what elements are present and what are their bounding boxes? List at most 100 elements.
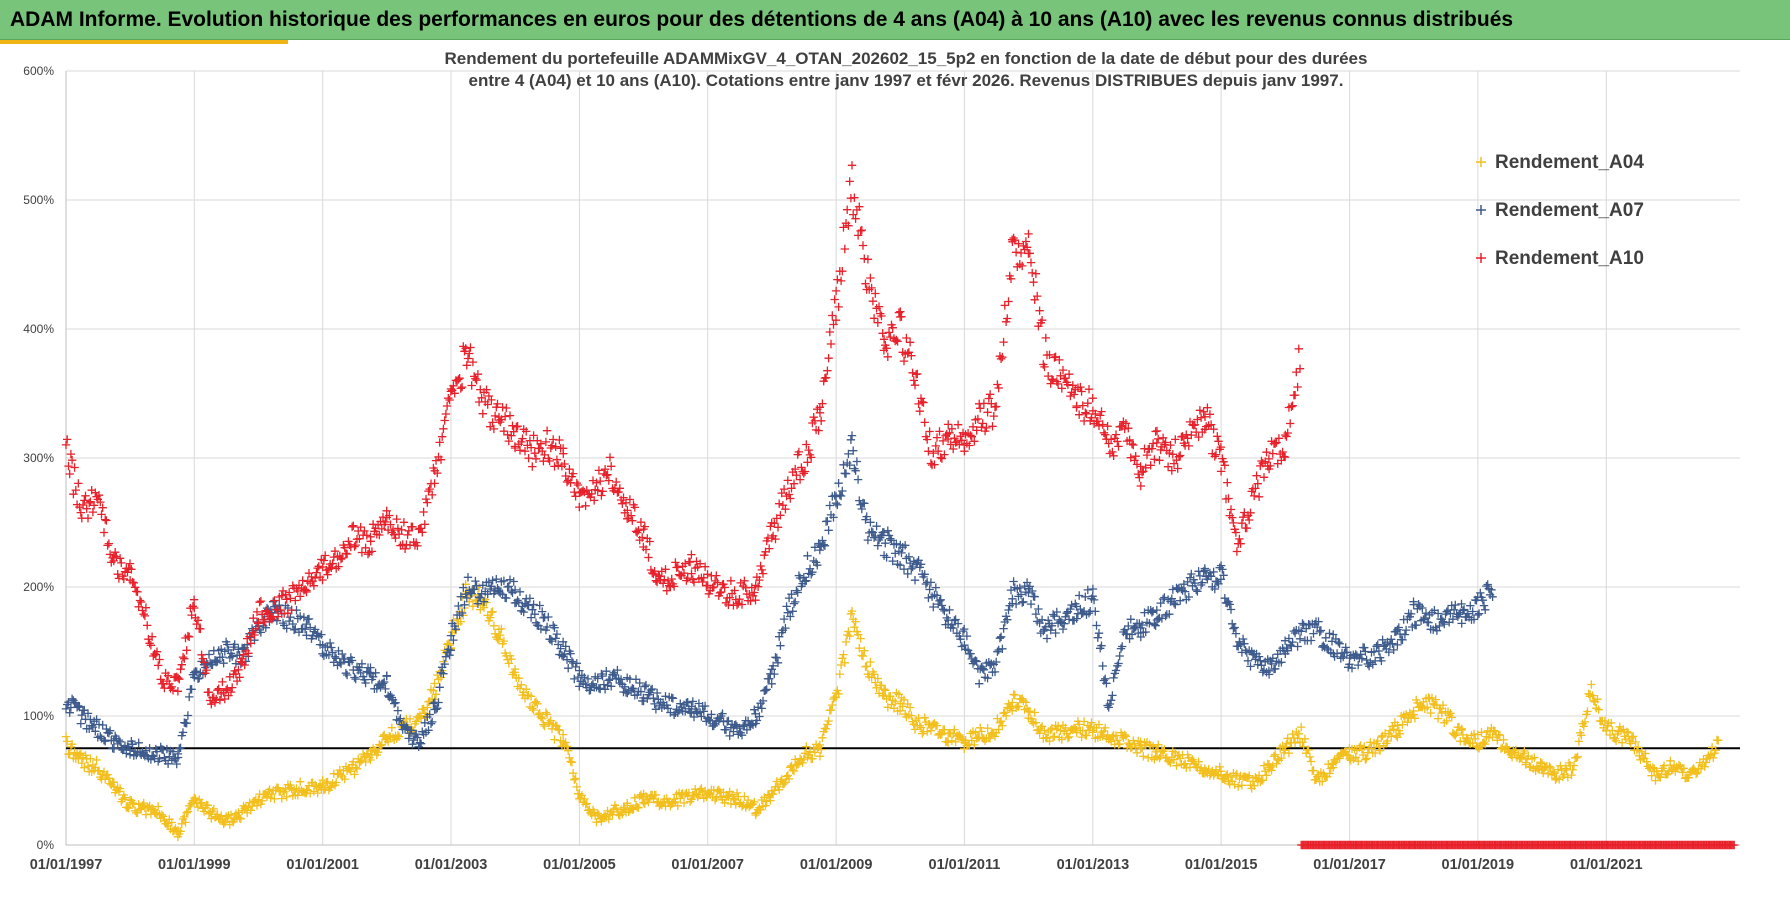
data-point-marker bbox=[1131, 622, 1140, 632]
data-point-marker bbox=[834, 479, 843, 488]
data-point-marker bbox=[345, 765, 354, 774]
data-point-marker bbox=[551, 634, 560, 643]
y-tick-label: 600% bbox=[23, 64, 54, 78]
data-point-marker bbox=[530, 610, 539, 619]
data-point-marker bbox=[157, 810, 167, 819]
data-point-marker bbox=[282, 792, 291, 802]
data-point-marker bbox=[381, 684, 390, 694]
data-point-marker bbox=[903, 569, 912, 579]
data-point-marker bbox=[288, 619, 297, 629]
data-point-marker bbox=[416, 739, 426, 748]
data-point-marker bbox=[393, 706, 403, 715]
y-tick-label: 0% bbox=[37, 838, 55, 852]
data-point-marker bbox=[1230, 623, 1239, 632]
data-point-marker bbox=[1061, 723, 1070, 733]
data-point-marker bbox=[955, 730, 964, 740]
data-point-marker bbox=[226, 810, 236, 819]
data-point-marker bbox=[1367, 744, 1376, 753]
data-point-marker bbox=[282, 624, 291, 633]
data-point-marker bbox=[514, 598, 523, 607]
data-point-marker bbox=[998, 721, 1007, 730]
data-point-marker bbox=[510, 585, 520, 595]
data-point-marker bbox=[847, 431, 857, 440]
data-point-marker bbox=[1137, 620, 1147, 630]
data-point-marker bbox=[649, 694, 658, 703]
data-point-marker bbox=[852, 457, 862, 466]
data-point-marker bbox=[558, 730, 568, 739]
header-bar: ADAM Informe. Evolution historique des p… bbox=[0, 0, 1790, 40]
data-point-marker bbox=[768, 661, 778, 670]
data-point-marker bbox=[883, 526, 892, 535]
data-point-marker bbox=[1009, 577, 1018, 586]
data-point-marker bbox=[1484, 733, 1494, 742]
data-point-marker bbox=[373, 748, 383, 757]
data-point-marker bbox=[824, 526, 833, 535]
data-point-marker bbox=[163, 759, 173, 768]
data-point-marker bbox=[1642, 757, 1651, 766]
data-point-marker bbox=[425, 710, 434, 719]
data-point-marker bbox=[496, 630, 505, 640]
data-point-marker bbox=[1058, 624, 1068, 634]
data-point-marker bbox=[699, 707, 708, 716]
data-point-marker bbox=[985, 660, 995, 670]
data-point-marker bbox=[199, 807, 209, 816]
data-point-marker bbox=[972, 657, 981, 666]
data-point-marker bbox=[1481, 739, 1490, 749]
data-point-marker bbox=[220, 818, 229, 827]
data-point-marker bbox=[929, 602, 938, 612]
data-point-marker bbox=[985, 734, 995, 743]
data-point-marker bbox=[633, 802, 642, 812]
data-point-marker bbox=[1237, 781, 1247, 790]
data-point-marker bbox=[1108, 732, 1117, 741]
data-point-marker bbox=[336, 770, 346, 780]
data-point-marker bbox=[217, 645, 226, 654]
data-point-marker bbox=[788, 765, 797, 775]
data-point-marker bbox=[815, 752, 825, 761]
data-point-marker bbox=[1427, 693, 1437, 703]
data-point-marker bbox=[1079, 717, 1089, 726]
data-point-marker bbox=[1271, 750, 1280, 759]
data-point-marker bbox=[735, 723, 744, 733]
data-point-marker bbox=[1031, 609, 1041, 619]
data-point-marker bbox=[871, 531, 880, 541]
data-point-marker bbox=[1519, 748, 1528, 758]
data-point-marker bbox=[898, 702, 907, 711]
data-point-marker bbox=[514, 674, 523, 683]
data-point-marker bbox=[829, 513, 838, 522]
data-point-marker bbox=[1243, 773, 1253, 782]
data-point-marker bbox=[1077, 732, 1086, 742]
data-point-marker bbox=[817, 745, 826, 754]
data-point-marker bbox=[228, 652, 237, 661]
data-point-marker bbox=[956, 635, 965, 644]
data-point-marker bbox=[669, 710, 679, 719]
data-point-marker bbox=[204, 650, 214, 659]
data-point-marker bbox=[1094, 629, 1104, 638]
data-point-marker bbox=[1148, 607, 1158, 616]
data-point-marker bbox=[838, 486, 847, 496]
data-point-marker bbox=[1236, 640, 1245, 649]
data-point-marker bbox=[697, 712, 706, 721]
data-point-marker bbox=[1457, 724, 1466, 733]
data-point-marker bbox=[926, 578, 936, 587]
data-point-marker bbox=[1120, 730, 1129, 739]
data-point-marker bbox=[1154, 740, 1163, 749]
data-point-marker bbox=[1091, 607, 1100, 616]
data-point-marker bbox=[1115, 651, 1124, 661]
data-point-marker bbox=[570, 674, 579, 684]
data-point-marker bbox=[805, 747, 815, 756]
data-point-marker bbox=[1106, 696, 1116, 705]
data-point-marker bbox=[1501, 742, 1511, 751]
data-point-marker bbox=[154, 802, 163, 811]
data-point-marker bbox=[1410, 714, 1420, 723]
data-point-marker bbox=[564, 746, 573, 755]
data-point-marker bbox=[1064, 732, 1074, 742]
data-point-marker bbox=[492, 575, 501, 584]
data-point-marker bbox=[940, 725, 949, 734]
data-point-marker bbox=[128, 798, 137, 808]
data-point-marker bbox=[1447, 713, 1456, 722]
data-point-marker bbox=[834, 689, 843, 699]
data-point-marker bbox=[92, 715, 101, 724]
data-point-marker bbox=[850, 623, 859, 632]
data-point-marker bbox=[618, 810, 627, 819]
data-point-marker bbox=[197, 798, 206, 807]
